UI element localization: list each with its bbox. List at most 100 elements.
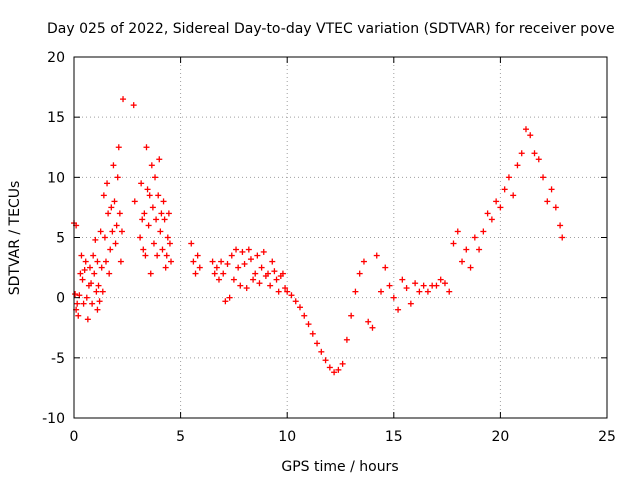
data-point [95, 282, 102, 289]
data-point [147, 270, 154, 277]
data-point [82, 258, 89, 265]
x-tick-label: 15 [385, 429, 403, 445]
data-point [115, 144, 122, 151]
x-tick-label: 10 [278, 429, 296, 445]
data-point [265, 270, 272, 277]
data-point [476, 246, 483, 253]
x-tick-label: 0 [70, 429, 79, 445]
data-point [228, 252, 235, 259]
data-point [356, 270, 363, 277]
data-point [107, 246, 114, 253]
data-point [83, 294, 90, 301]
data-point [493, 198, 500, 205]
data-point [152, 174, 159, 181]
data-point [305, 321, 312, 328]
data-point [94, 258, 101, 265]
data-point [117, 258, 124, 265]
data-point [390, 294, 397, 301]
data-point [505, 174, 512, 181]
data-point [91, 270, 98, 277]
data-point [557, 222, 564, 229]
x-tick-label: 5 [176, 429, 185, 445]
data-point [90, 252, 97, 259]
data-point [109, 228, 116, 235]
data-point [144, 186, 151, 193]
data-point [535, 156, 542, 163]
data-point [273, 276, 280, 283]
data-point [275, 288, 282, 295]
data-point [157, 228, 164, 235]
data-point [501, 186, 508, 193]
data-point [111, 198, 118, 205]
data-point [164, 234, 171, 241]
data-point [105, 210, 112, 217]
data-point [88, 280, 95, 287]
data-point [331, 369, 338, 376]
y-axis-label: SDTVAR / TECUs [7, 181, 23, 296]
data-point [89, 300, 96, 307]
data-point [130, 102, 137, 109]
data-point [120, 96, 127, 103]
data-point [343, 336, 350, 343]
data-point [138, 180, 145, 187]
data-point [296, 304, 303, 311]
data-point [256, 280, 263, 287]
data-point [559, 234, 566, 241]
data-point [93, 288, 100, 295]
data-point [252, 270, 259, 277]
data-point [112, 240, 119, 247]
data-point [146, 192, 153, 199]
data-point [241, 260, 248, 267]
data-point [522, 126, 529, 133]
data-point [243, 285, 250, 292]
data-point [143, 144, 150, 151]
data-point [156, 156, 163, 163]
data-point [97, 228, 104, 235]
data-point [239, 248, 246, 255]
data-point [497, 204, 504, 211]
data-point [77, 270, 84, 277]
data-point [322, 357, 329, 364]
data-point [163, 252, 170, 259]
data-point [102, 258, 109, 265]
y-tick-label: 10 [47, 170, 65, 186]
data-point [149, 204, 156, 211]
y-axis-ticks: -10 -5 0 5 10 15 20 [42, 50, 607, 427]
data-point [548, 186, 555, 193]
data-point [480, 228, 487, 235]
y-tick-label: 0 [56, 291, 65, 307]
data-point [373, 252, 380, 259]
data-point [424, 288, 431, 295]
data-point [153, 216, 160, 223]
data-point [326, 364, 333, 371]
data-point [233, 246, 240, 253]
data-point [159, 246, 166, 253]
data-point [84, 316, 91, 323]
data-point [399, 276, 406, 283]
data-point [314, 340, 321, 347]
data-point [118, 228, 125, 235]
x-axis-ticks: 0 5 10 15 20 25 [70, 57, 616, 445]
data-point [339, 360, 346, 367]
data-point [352, 288, 359, 295]
data-point [226, 294, 233, 301]
data-point [446, 288, 453, 295]
data-point [279, 270, 286, 277]
data-point [433, 282, 440, 289]
data-point [98, 264, 105, 271]
data-point [110, 162, 117, 169]
data-point [154, 252, 161, 259]
data-point [488, 216, 495, 223]
data-point [215, 276, 222, 283]
data-point [100, 192, 107, 199]
data-point [441, 280, 448, 287]
data-point [75, 312, 82, 319]
data-point [168, 258, 175, 265]
data-point [531, 150, 538, 157]
data-point [260, 248, 267, 255]
data-point [510, 192, 517, 199]
x-axis-label: GPS time / hours [281, 459, 398, 475]
data-point [113, 222, 120, 229]
data-point [527, 132, 534, 139]
data-point [94, 306, 101, 313]
